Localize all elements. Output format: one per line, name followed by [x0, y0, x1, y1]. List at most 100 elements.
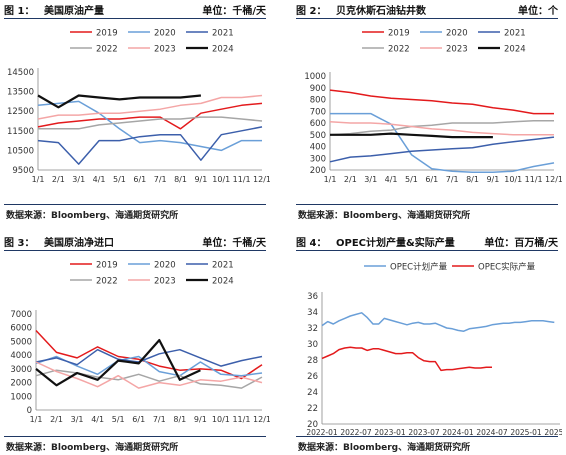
legend-item: 2020	[420, 29, 468, 39]
x-tick-label: 2/1	[52, 175, 65, 184]
x-tick-label: 9/1	[194, 415, 207, 424]
legend-item: 2020	[128, 29, 176, 39]
x-tick-label: 12/1	[545, 175, 562, 184]
line-chart-us-production: 2019 2020 2021 2022 2023 2024 9500 10500 11500 12…	[7, 29, 270, 185]
x-tick-label: 11/1	[525, 175, 543, 184]
legend-label: OPEC实际产量	[478, 262, 536, 273]
y-tick-label: 800	[310, 96, 326, 106]
y-tick-label: 11500	[7, 127, 34, 137]
x-tick-label: 8/1	[466, 175, 479, 184]
legend-item: 2021	[186, 261, 234, 271]
x-tick-label: 12/1	[253, 415, 270, 424]
series-line	[37, 94, 263, 120]
x-tick-label: 11/1	[232, 415, 250, 424]
figure-unit: 单位：千桶/天	[202, 6, 266, 17]
figure-title: OPEC计划产量&实际产量	[336, 238, 455, 249]
footer-rule	[296, 436, 558, 437]
legend-item: 2022	[70, 277, 118, 287]
panel-opec-production: 图 4： OPEC计划产量&实际产量 单位：百万桶/天 OPEC计划产量 OPEC…	[292, 232, 562, 452]
y-tick-label: 34	[307, 308, 318, 318]
legend-label: 2023	[154, 277, 176, 287]
x-tick-label: 5/1	[405, 175, 418, 184]
y-tick-label: 6000	[10, 324, 32, 334]
legend-label: 2019	[96, 261, 118, 271]
x-tick-label: 2025-01	[510, 428, 542, 437]
figure-number: 图 1：	[4, 6, 35, 17]
header-rule	[296, 250, 558, 251]
figure-unit: 单位：百万桶/天	[484, 238, 558, 249]
x-tick-label: 2022-07	[340, 428, 372, 437]
y-tick-label: 700	[310, 107, 326, 117]
legend-item: 2023	[128, 277, 176, 287]
series-line	[330, 132, 493, 139]
legend-item: 2024	[186, 45, 234, 55]
series-line	[35, 329, 263, 380]
x-tick-label: 9/1	[486, 175, 499, 184]
legend-item: OPEC计划产量	[364, 262, 448, 273]
series-line	[329, 136, 555, 163]
y-tick-label: 24	[307, 388, 318, 398]
x-tick-label: 8/1	[173, 415, 186, 424]
legend-item: 2022	[70, 45, 118, 55]
x-tick-label: 4/1	[385, 175, 398, 184]
x-tick-label: 2023-07	[408, 428, 440, 437]
x-tick-label: 10/1	[212, 415, 230, 424]
series-line	[38, 116, 263, 130]
legend-item: 2024	[186, 277, 234, 287]
y-tick-label: 400	[310, 143, 326, 153]
figure-title: 美国原油产量	[44, 6, 104, 17]
series-line	[329, 89, 554, 115]
legend-label: 2020	[154, 29, 176, 39]
legend-label: 2022	[388, 45, 410, 55]
x-tick-label: 5/1	[112, 415, 125, 424]
y-tick-label: 2000	[10, 379, 32, 389]
legend-item: 2024	[478, 45, 526, 55]
legend-label: 2019	[388, 29, 410, 39]
y-tick-label: 14500	[7, 68, 34, 78]
y-tick-label: 1000	[10, 392, 32, 402]
legend-label: 2021	[212, 29, 234, 39]
y-tick-label: 300	[310, 154, 326, 164]
figure-title: 美国原油净进口	[44, 238, 114, 249]
panel-baker-hughes-rigs: 图 2： 贝克休斯石油钻井数 单位：个 2019 2020 2021 2022 2023…	[292, 0, 562, 220]
legend-item: 2019	[70, 29, 118, 39]
x-tick-label: 8/1	[174, 175, 187, 184]
x-tick-label: 4/1	[91, 415, 104, 424]
legend-item: 2019	[70, 261, 118, 271]
figure-unit: 单位：千桶/天	[202, 238, 266, 249]
y-tick-label: 12500	[7, 107, 34, 117]
x-tick-label: 11/1	[233, 175, 251, 184]
x-tick-label: 9/1	[194, 175, 207, 184]
footer-rule	[4, 436, 266, 437]
x-tick-label: 10/1	[212, 175, 230, 184]
y-tick-label: 36	[307, 292, 318, 302]
panel-header: 图 1： 美国原油产量 单位：千桶/天	[4, 2, 266, 18]
series-line	[329, 121, 554, 136]
legend-label: 2023	[154, 45, 176, 55]
y-tick-label: 3000	[10, 365, 32, 375]
legend-item: 2021	[478, 29, 526, 39]
x-tick-label: 1/1	[324, 175, 337, 184]
x-tick-label: 7/1	[446, 175, 459, 184]
panel-us-net-imports: 图 3： 美国原油净进口 单位：千桶/天 2019 2020 2021 2022 202…	[0, 232, 270, 452]
panel-header: 图 3： 美国原油净进口 单位：千桶/天	[4, 234, 266, 250]
legend-label: 2021	[504, 29, 526, 39]
x-tick-label: 5/1	[113, 175, 126, 184]
x-tick-label: 3/1	[72, 175, 85, 184]
legend-label: 2022	[96, 277, 118, 287]
y-tick-label: 13500	[7, 88, 34, 98]
legend-label: 2024	[212, 45, 234, 55]
x-tick-label: 3/1	[71, 415, 84, 424]
legend-item: 2023	[420, 45, 468, 55]
series-line	[35, 355, 263, 377]
series-line	[321, 312, 555, 332]
y-tick-label: 7000	[10, 310, 32, 320]
y-tick-label: 4000	[10, 351, 32, 361]
series-line	[37, 94, 202, 109]
x-tick-label: 1/1	[32, 175, 45, 184]
y-tick-label: 26	[307, 372, 318, 382]
figure-number: 图 4：	[296, 238, 327, 249]
y-tick-label: 600	[310, 119, 326, 129]
